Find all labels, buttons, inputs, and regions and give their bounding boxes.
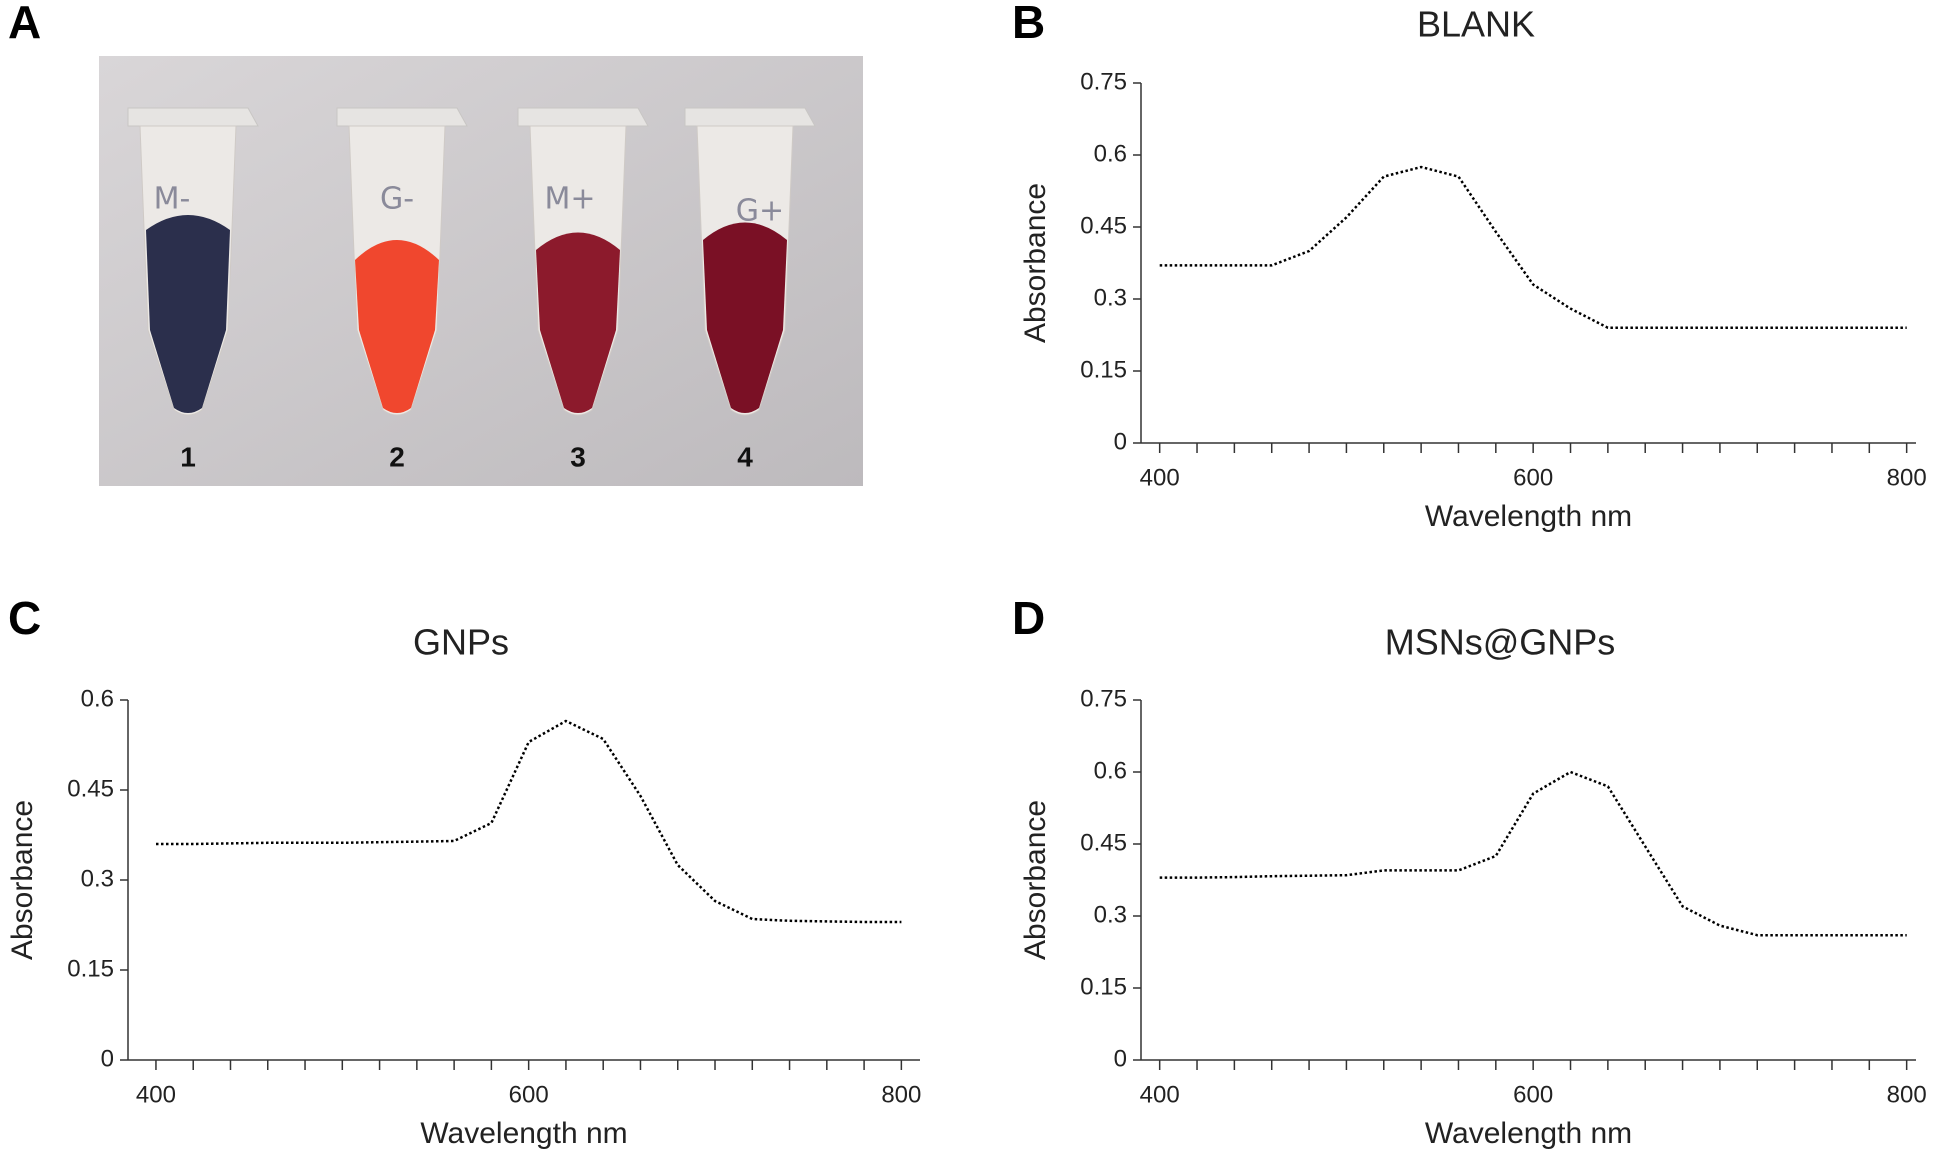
x-tick-label: 400 <box>1140 464 1180 491</box>
tube-label: 2 <box>389 441 405 472</box>
y-tick-label: 0.3 <box>1094 901 1127 928</box>
cap-label: G- <box>380 182 414 217</box>
x-axis-label: Wavelength nm <box>1425 1117 1632 1150</box>
y-tick-label: 0 <box>101 1045 114 1072</box>
chart: BLANK Wavelength nm Absorbance 0 0.15 0.3 0.45… <box>1019 4 1927 533</box>
y-tick-label: 0.45 <box>1080 829 1127 856</box>
photo: M- G- M+ G+ 1 2 3 4 <box>99 56 863 486</box>
y-axis-label: Absorbance <box>1019 800 1052 960</box>
x-tick-label: 400 <box>136 1081 176 1108</box>
x-tick-label: 800 <box>881 1081 921 1108</box>
y-axis-label: Absorbance <box>6 800 39 960</box>
y-tick-label: 0.75 <box>1080 68 1127 95</box>
tube-label: 1 <box>180 441 196 472</box>
x-tick-label: 600 <box>509 1081 549 1108</box>
x-tick-label: 400 <box>1140 1081 1180 1108</box>
chart-title: BLANK <box>1417 4 1535 45</box>
x-tick-label: 600 <box>1513 1081 1553 1108</box>
x-tick-label: 800 <box>1887 1081 1927 1108</box>
tube <box>684 107 816 416</box>
tube-label: 3 <box>570 441 586 472</box>
y-tick-label: 0.3 <box>1094 284 1127 311</box>
chart-title: GNPs <box>413 622 509 663</box>
x-tick-label: 800 <box>1887 464 1927 491</box>
y-tick-label: 0.15 <box>1080 973 1127 1000</box>
y-tick-label: 0 <box>1114 1045 1127 1072</box>
data-line <box>1159 165 1907 330</box>
chart: GNPs Wavelength nm Absorbance 0 0.15 0.3 0.45 0… <box>6 622 921 1150</box>
y-tick-label: 0.45 <box>1080 212 1127 239</box>
y-tick-label: 0.45 <box>67 775 114 802</box>
y-tick-label: 0.75 <box>1080 685 1127 712</box>
y-tick-label: 0.15 <box>1080 356 1127 383</box>
cap-label: G+ <box>736 194 784 229</box>
y-tick-label: 0.6 <box>81 685 114 712</box>
cap-label: M+ <box>544 182 595 217</box>
tube <box>336 107 468 416</box>
panel-label: B <box>1012 0 1045 48</box>
panel-label: D <box>1012 592 1045 644</box>
data-line <box>156 719 902 924</box>
y-tick-label: 0.3 <box>81 865 114 892</box>
data-line <box>1159 770 1907 937</box>
panel-label: A <box>8 0 41 48</box>
panel-label: C <box>8 592 41 644</box>
cap-label: M- <box>154 182 191 217</box>
tube <box>127 107 259 416</box>
chart-title: MSNs@GNPs <box>1385 622 1616 663</box>
chart: MSNs@GNPs Wavelength nm Absorbance 0 0.15 0.3… <box>1019 622 1927 1150</box>
y-tick-label: 0.6 <box>1094 140 1127 167</box>
tube <box>517 107 649 416</box>
tube-label: 4 <box>737 441 753 472</box>
y-tick-label: 0.15 <box>67 955 114 982</box>
x-axis-label: Wavelength nm <box>1425 500 1632 533</box>
x-axis-label: Wavelength nm <box>420 1117 627 1150</box>
y-tick-label: 0 <box>1114 428 1127 455</box>
y-axis-label: Absorbance <box>1019 183 1052 343</box>
y-tick-label: 0.6 <box>1094 757 1127 784</box>
x-tick-label: 600 <box>1513 464 1553 491</box>
